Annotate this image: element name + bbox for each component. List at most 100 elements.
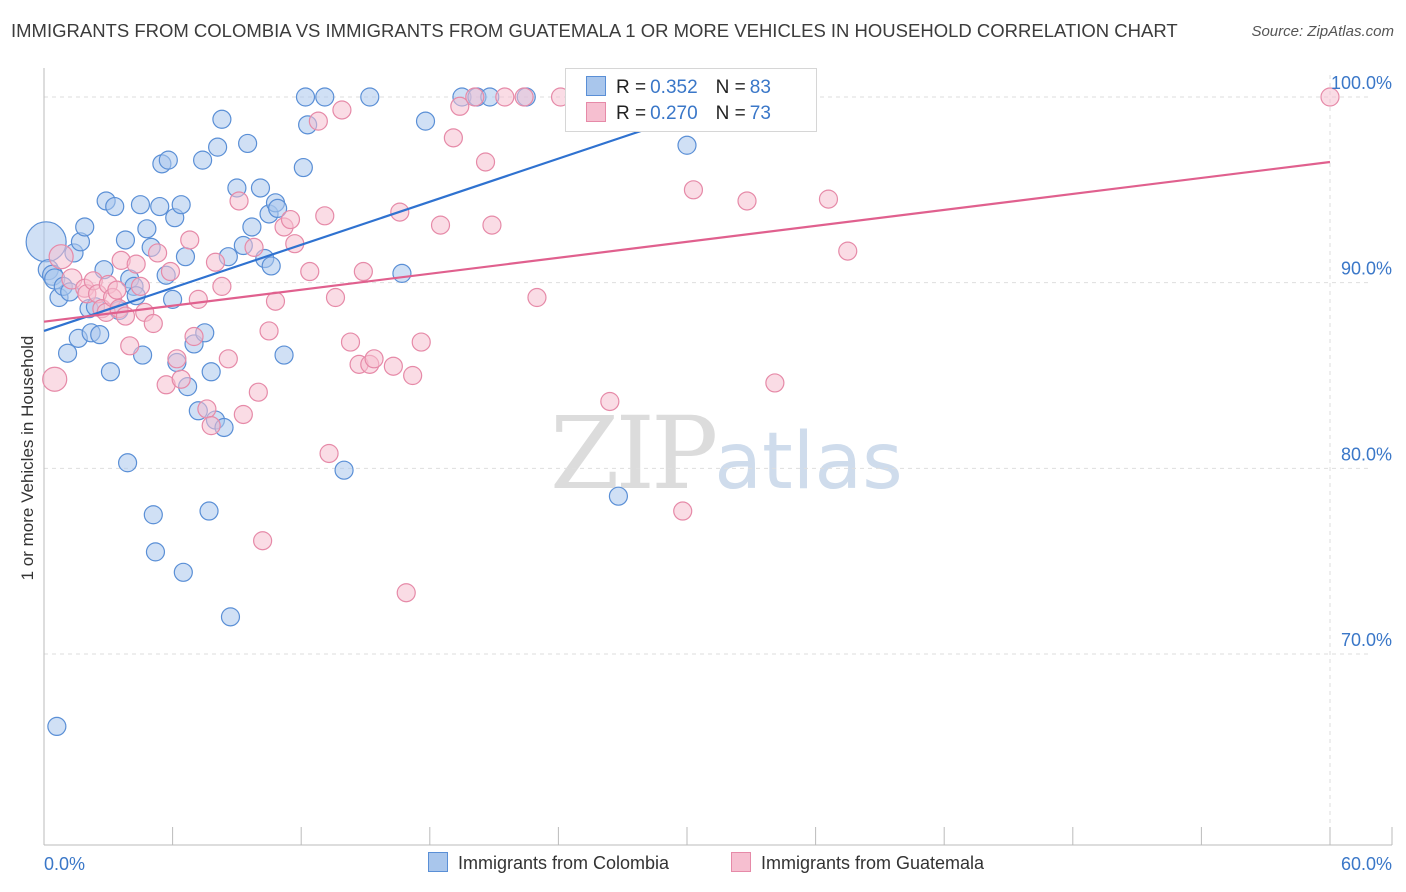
colombia-point xyxy=(334,460,354,480)
guatemala-point xyxy=(411,332,431,352)
guatemala-point xyxy=(465,87,485,107)
guatemala-trend-line xyxy=(43,160,1331,323)
guatemala-point xyxy=(818,189,839,209)
colombia-point xyxy=(208,137,228,157)
guatemala-point xyxy=(737,191,757,211)
guatemala-point xyxy=(475,152,496,172)
guatemala-point xyxy=(218,349,238,369)
colombia-point xyxy=(677,135,697,155)
correlation-legend: R = 0.352 N = 83 R = 0.270 N = 73 xyxy=(565,68,817,132)
guatemala-point xyxy=(353,261,373,282)
guatemala-point xyxy=(673,501,693,521)
legend-n-label: N = xyxy=(715,77,746,98)
colombia-point xyxy=(315,87,335,107)
guatemala-point xyxy=(383,356,403,376)
colombia-point xyxy=(100,362,121,382)
guatemala-point xyxy=(48,244,74,270)
colombia-point xyxy=(143,505,163,525)
guatemala-point xyxy=(130,276,151,296)
guatemala-point xyxy=(233,404,253,425)
legend-r-label: R = xyxy=(616,103,647,124)
guatemala-point xyxy=(184,326,204,347)
guatemala-point xyxy=(364,349,384,369)
guatemala-point xyxy=(495,87,515,107)
colombia-point xyxy=(137,219,157,239)
colombia-point xyxy=(175,247,196,267)
guatemala-point xyxy=(332,100,352,120)
legend-n-label: N = xyxy=(715,103,746,124)
legend-label-guatemala: Immigrants from Guatemala xyxy=(761,853,985,873)
guatemala-point xyxy=(300,261,320,282)
guatemala-point xyxy=(340,332,361,352)
watermark-zip: ZIP xyxy=(550,395,718,512)
colombia-point xyxy=(150,196,170,217)
watermark: ZIPatlas xyxy=(550,395,903,512)
guatemala-point xyxy=(765,373,785,393)
guatemala-point xyxy=(443,128,463,148)
guatemala-point xyxy=(396,583,416,603)
colombia-point xyxy=(105,196,125,217)
colombia-point xyxy=(130,195,151,215)
colombia-point xyxy=(173,562,193,582)
guatemala-point xyxy=(42,366,68,392)
guatemala-point xyxy=(229,191,249,211)
grid-lines xyxy=(44,75,1370,845)
guatemala-swatch xyxy=(586,102,606,122)
y-tick-label: 70.0% xyxy=(1341,630,1392,650)
guatemala-point xyxy=(319,443,339,464)
colombia-point xyxy=(295,87,316,107)
tick-labels: 70.0% 80.0% 90.0% 100.0% 0.0% 60.0% xyxy=(44,73,1392,874)
y-tick-label: 100.0% xyxy=(1331,73,1392,93)
colombia-point xyxy=(242,217,262,237)
guatemala-point xyxy=(259,321,279,341)
chart-title: IMMIGRANTS FROM COLOMBIA VS IMMIGRANTS F… xyxy=(11,20,1178,41)
colombia-point xyxy=(238,133,258,154)
y-tick-label: 90.0% xyxy=(1341,259,1392,279)
x-tick-label: 0.0% xyxy=(44,854,85,874)
colombia-point xyxy=(250,178,271,198)
guatemala-point xyxy=(325,287,346,308)
series-legend: Immigrants from Colombia Immigrants from… xyxy=(0,852,1406,878)
guatemala-point xyxy=(244,237,264,257)
colombia-swatch xyxy=(428,852,448,872)
guatemala-swatch xyxy=(731,852,751,872)
guatemala-point xyxy=(514,87,534,107)
guatemala-point xyxy=(265,291,286,311)
guatemala-point xyxy=(403,365,423,386)
x-tick-label: 60.0% xyxy=(1341,854,1392,874)
guatemala-point xyxy=(527,287,547,308)
guatemala-point xyxy=(280,209,301,230)
colombia-point xyxy=(115,230,136,250)
colombia-point xyxy=(117,453,138,473)
guatemala-point xyxy=(197,399,217,419)
guatemala-point xyxy=(430,215,451,235)
guatemala-point xyxy=(120,336,140,356)
guatemala-point xyxy=(160,261,181,282)
legend-label-colombia: Immigrants from Colombia xyxy=(458,853,670,873)
colombia-swatch xyxy=(586,76,606,96)
colombia-point xyxy=(608,486,629,506)
guatemala-point xyxy=(205,252,226,272)
legend-item-colombia: Immigrants from Colombia xyxy=(428,852,669,874)
guatemala-point xyxy=(212,276,232,296)
colombia-point xyxy=(158,150,178,170)
colombia-point xyxy=(163,289,183,309)
colombia-point xyxy=(145,542,166,562)
guatemala-point xyxy=(188,289,208,309)
colombia-point xyxy=(293,157,313,178)
colombia-point xyxy=(47,716,67,737)
guatemala-point xyxy=(600,391,620,412)
watermark-atlas: atlas xyxy=(714,417,903,507)
legend-row-guatemala: R = 0.270 N = 73 xyxy=(586,102,771,126)
guatemala-point xyxy=(143,313,163,334)
guatemala-point xyxy=(315,206,335,226)
guatemala-point xyxy=(482,215,502,235)
source-label: Source: ZipAtlas.com xyxy=(1251,23,1394,40)
guatemala-point xyxy=(171,369,191,389)
axes xyxy=(43,68,1393,846)
guatemala-point xyxy=(126,254,146,274)
colombia-point xyxy=(261,256,281,276)
guatemala-point xyxy=(1320,87,1340,107)
guatemala-point xyxy=(180,230,200,250)
